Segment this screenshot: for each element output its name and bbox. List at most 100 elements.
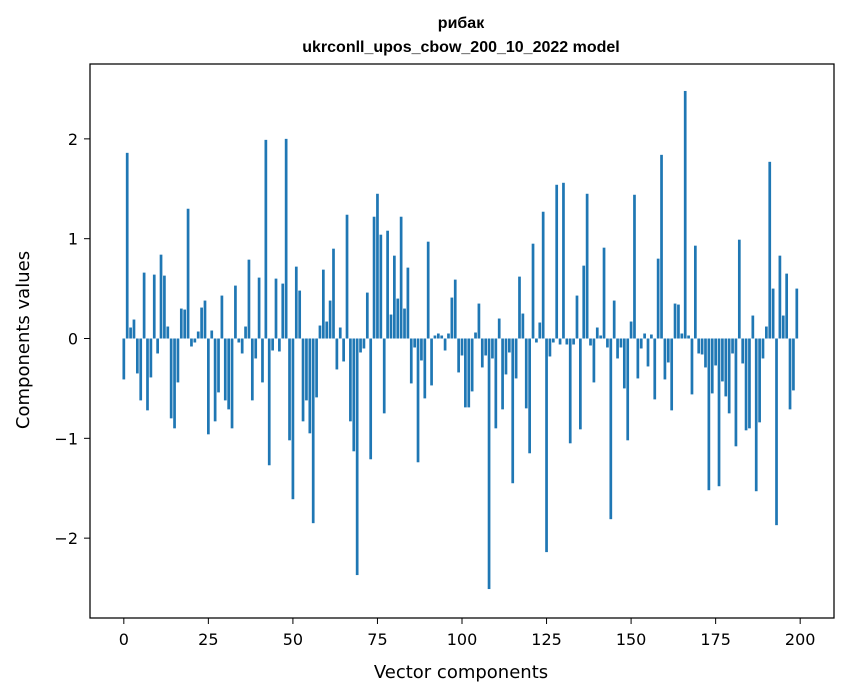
bar [210, 330, 214, 339]
bar [399, 216, 403, 339]
bar [139, 338, 143, 401]
bar [288, 338, 291, 441]
bar [203, 300, 207, 339]
y-tick-label: −1 [54, 429, 78, 448]
bar [183, 309, 187, 339]
y-tick-label: 1 [68, 230, 78, 249]
bar [244, 326, 247, 339]
bar [744, 338, 748, 431]
bar [714, 338, 717, 366]
bar [575, 295, 579, 339]
bar [149, 338, 153, 378]
bar [267, 338, 271, 466]
bar [572, 338, 575, 345]
bar [579, 338, 582, 430]
bar [491, 338, 494, 359]
x-axis-label: Vector components [374, 662, 548, 683]
bar [758, 338, 761, 423]
bar [457, 338, 460, 373]
chart-subtitle: ukrconll_upos_cbow_200_10_2022 model [302, 39, 619, 56]
bar [467, 338, 471, 408]
bar [700, 338, 704, 355]
bar [440, 335, 444, 339]
bar [609, 338, 613, 520]
bar [406, 267, 410, 339]
bar [710, 338, 714, 394]
bar [453, 279, 457, 339]
x-tick-label: 50 [283, 630, 303, 649]
bar [748, 338, 751, 429]
bar [511, 338, 515, 484]
bar [792, 338, 795, 391]
bar [734, 338, 738, 447]
bar [788, 338, 792, 410]
bar [433, 335, 437, 339]
bar [359, 338, 362, 353]
bar [369, 338, 373, 460]
bar [562, 182, 565, 339]
bar [731, 338, 734, 354]
bar [284, 138, 288, 339]
bar [237, 338, 241, 343]
bar [413, 338, 417, 348]
plot-frame [89, 63, 835, 619]
bar [612, 300, 616, 339]
bar [301, 338, 305, 422]
bar [122, 338, 126, 380]
bar [142, 272, 146, 339]
bar [795, 288, 799, 339]
y-tick-label: 2 [68, 130, 78, 149]
bar [278, 338, 281, 352]
bar [261, 338, 264, 383]
bar [558, 338, 562, 345]
x-tick-label: 150 [616, 630, 647, 649]
bar [355, 338, 359, 576]
bar [291, 338, 295, 500]
bar [585, 193, 589, 339]
bar [616, 338, 619, 359]
bar [443, 338, 447, 351]
bar [396, 298, 400, 339]
bar [247, 259, 251, 339]
bar [677, 304, 680, 339]
bar [132, 319, 136, 339]
x-tick-label: 200 [785, 630, 816, 649]
bar [548, 338, 552, 357]
bar [321, 269, 325, 339]
bar [227, 338, 231, 410]
bar [436, 333, 440, 339]
bar [403, 308, 406, 339]
bar [646, 338, 650, 367]
bar [315, 338, 318, 398]
bar [606, 338, 609, 348]
bar [470, 338, 474, 392]
bar [365, 292, 369, 339]
x-tick-label: 0 [119, 630, 129, 649]
bar [416, 338, 420, 463]
bar [386, 230, 389, 339]
bar [264, 139, 268, 339]
bar [240, 338, 244, 354]
bar [582, 265, 586, 339]
bar [555, 184, 559, 339]
bar [761, 338, 765, 359]
bar [146, 338, 149, 411]
bar [653, 338, 657, 400]
bar [254, 338, 258, 359]
bar [704, 338, 707, 368]
bar [592, 338, 596, 383]
bar [541, 211, 545, 339]
bar [717, 338, 721, 487]
bar [518, 276, 521, 339]
bar [737, 239, 741, 339]
bar [318, 325, 322, 339]
bar [345, 214, 349, 339]
bar [754, 338, 758, 492]
bar [379, 234, 383, 339]
bar [477, 303, 481, 339]
bar [504, 338, 508, 375]
bar [650, 334, 653, 339]
bar [423, 338, 427, 399]
bar [179, 308, 183, 339]
bar [393, 255, 396, 339]
